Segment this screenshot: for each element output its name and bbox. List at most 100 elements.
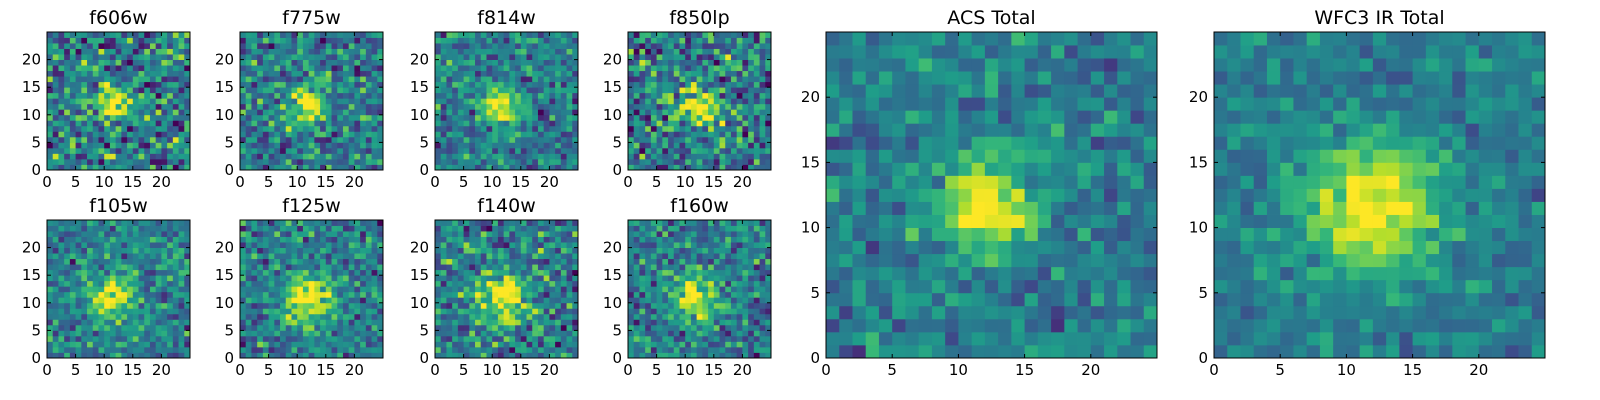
heatmap-cell bbox=[645, 131, 652, 138]
heatmap-cell bbox=[257, 275, 264, 282]
heatmap-cell bbox=[64, 142, 71, 149]
heatmap-cell bbox=[685, 98, 692, 105]
heatmap-cell bbox=[645, 136, 652, 143]
heatmap-cell bbox=[656, 319, 663, 326]
heatmap-cell bbox=[679, 131, 686, 138]
heatmap-cell bbox=[742, 32, 749, 38]
heatmap-cell bbox=[520, 352, 527, 359]
heatmap-cell bbox=[178, 114, 185, 121]
heatmap-cell bbox=[262, 103, 269, 110]
heatmap-cell bbox=[354, 81, 361, 88]
heatmap-cell bbox=[492, 43, 499, 49]
heatmap-cell bbox=[167, 264, 174, 271]
heatmap-cell bbox=[155, 330, 162, 337]
heatmap-cell bbox=[138, 352, 145, 359]
heatmap-cell bbox=[58, 319, 65, 326]
heatmap-cell bbox=[109, 54, 117, 60]
heatmap-cell bbox=[354, 236, 361, 243]
heatmap-cell bbox=[371, 313, 378, 320]
heatmap-cell bbox=[167, 158, 174, 165]
heatmap-cell bbox=[331, 87, 338, 94]
heatmap-cell bbox=[240, 275, 247, 282]
heatmap-cell bbox=[308, 114, 315, 121]
heatmap-cell bbox=[52, 335, 59, 342]
heatmap-cell bbox=[452, 109, 459, 116]
x-tick-label: 15 bbox=[704, 173, 723, 191]
heatmap-cell bbox=[492, 335, 499, 342]
heatmap-cell bbox=[320, 286, 327, 293]
heatmap-cell bbox=[245, 330, 252, 337]
heatmap-cell bbox=[679, 87, 686, 94]
heatmap-cell bbox=[520, 131, 527, 138]
heatmap-cell bbox=[325, 109, 332, 116]
heatmap-cell bbox=[121, 109, 128, 116]
heatmap-cell bbox=[274, 164, 281, 171]
heatmap-cell bbox=[138, 269, 145, 276]
heatmap-cell bbox=[526, 114, 533, 121]
heatmap-cell bbox=[440, 76, 447, 83]
heatmap-cell bbox=[92, 231, 99, 237]
heatmap-cell bbox=[115, 59, 122, 66]
heatmap-cell bbox=[475, 352, 482, 359]
heatmap-cell bbox=[702, 286, 709, 293]
heatmap-cell bbox=[645, 147, 652, 154]
heatmap-cell bbox=[155, 335, 162, 342]
heatmap-cell bbox=[58, 346, 65, 353]
heatmap-cell bbox=[708, 81, 715, 88]
heatmap-cell bbox=[245, 98, 252, 105]
heatmap-cell bbox=[257, 258, 264, 265]
heatmap-cell bbox=[435, 341, 442, 348]
heatmap-cell bbox=[144, 313, 151, 320]
heatmap-cell bbox=[184, 125, 191, 132]
heatmap-cell bbox=[486, 87, 493, 94]
heatmap-cell bbox=[268, 153, 275, 160]
heatmap-cell bbox=[132, 291, 139, 298]
heatmap-cell bbox=[742, 313, 749, 320]
heatmap-cell bbox=[52, 142, 59, 149]
heatmap-cell bbox=[371, 87, 378, 94]
heatmap-cell bbox=[155, 247, 162, 254]
heatmap-cell bbox=[251, 120, 258, 127]
heatmap-cell bbox=[645, 37, 652, 44]
heatmap-cell bbox=[696, 330, 703, 337]
heatmap-cell bbox=[475, 291, 482, 298]
heatmap-cell bbox=[184, 131, 191, 138]
heatmap-cell bbox=[633, 48, 640, 55]
heatmap-cell bbox=[526, 43, 533, 49]
heatmap-cell bbox=[753, 275, 760, 282]
heatmap-cell bbox=[503, 220, 510, 226]
heatmap-cell bbox=[492, 247, 499, 254]
heatmap-cell bbox=[690, 158, 698, 165]
heatmap-cell bbox=[543, 341, 550, 348]
heatmap-cell bbox=[302, 319, 310, 326]
heatmap-cell bbox=[452, 269, 459, 276]
heatmap-cell bbox=[371, 335, 378, 342]
heatmap-cell bbox=[696, 341, 703, 348]
heatmap-cell bbox=[497, 109, 505, 116]
heatmap-cell bbox=[314, 32, 321, 38]
heatmap-cell bbox=[650, 136, 657, 143]
heatmap-cell bbox=[497, 247, 505, 254]
heatmap-cell bbox=[155, 142, 162, 149]
heatmap-cell bbox=[469, 125, 476, 132]
heatmap-cell bbox=[532, 43, 539, 49]
heatmap-cell bbox=[172, 297, 179, 304]
heatmap-cell bbox=[155, 147, 162, 154]
heatmap-cell bbox=[560, 269, 567, 276]
heatmap-cell bbox=[274, 225, 281, 232]
heatmap-cell bbox=[81, 114, 88, 121]
heatmap-cell bbox=[633, 87, 640, 94]
heatmap-cell bbox=[121, 87, 128, 94]
heatmap-cell bbox=[115, 70, 122, 77]
heatmap-cell bbox=[713, 291, 720, 298]
heatmap-cell bbox=[138, 341, 145, 348]
heatmap-cell bbox=[115, 136, 122, 143]
heatmap-cell bbox=[115, 247, 122, 254]
heatmap-cell bbox=[371, 258, 378, 265]
heatmap-cell bbox=[245, 142, 252, 149]
heatmap-cell bbox=[549, 286, 556, 293]
heatmap-cell bbox=[331, 37, 338, 44]
heatmap-cell bbox=[486, 76, 493, 83]
heatmap-cell bbox=[645, 98, 652, 105]
heatmap-cell bbox=[440, 48, 447, 55]
